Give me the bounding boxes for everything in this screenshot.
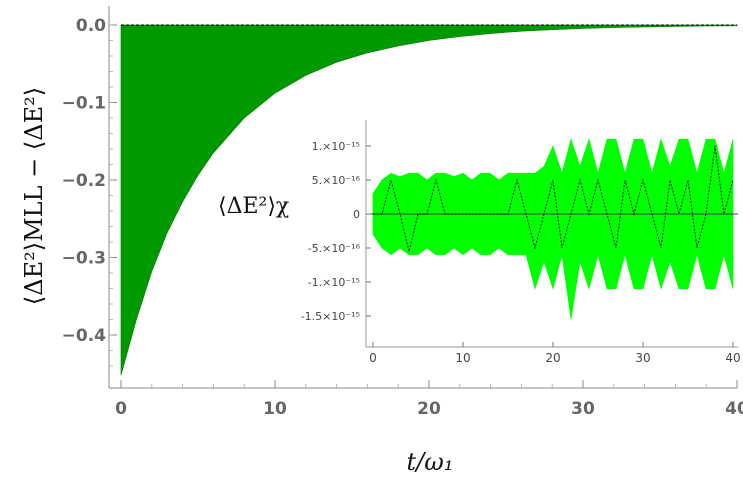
inset-x-tick-label: 10	[455, 351, 470, 365]
y-tick-label: −0.2	[62, 171, 106, 191]
x-tick-label: 20	[417, 399, 441, 419]
inset-y-tick-label: 0	[353, 208, 360, 221]
y-tick-label: −0.1	[62, 94, 106, 114]
inset-green-band	[372, 138, 734, 320]
main-area-series	[120, 24, 738, 376]
y-tick-label: −0.4	[62, 326, 107, 346]
y-axis-label: ⟨ΔE²⟩MLL − ⟨ΔE²⟩	[20, 87, 48, 305]
x-tick-label: 0	[115, 399, 127, 419]
x-tick-label: 10	[263, 399, 287, 419]
inset-black-series	[373, 145, 734, 252]
x-tick-label: 40	[725, 399, 743, 419]
inset-y-axis-label: ⟨ΔE²⟩χ	[218, 194, 289, 219]
inset-y-tick-label: 1.×10⁻¹⁵	[312, 140, 360, 153]
inset-x-tick-label: 0	[369, 351, 377, 365]
x-tick-label: 30	[571, 399, 595, 419]
y-tick-label: −0.3	[62, 249, 106, 269]
inset-y-tick-label: -1.×10⁻¹⁵	[308, 276, 360, 289]
inset-y-tick-label: -1.5×10⁻¹⁵	[301, 310, 360, 323]
inset-y-tick-label: 5.×10⁻¹⁶	[312, 174, 361, 187]
x-axis-label: t/ω₁	[407, 448, 454, 476]
inset-y-tick-label: -5.×10⁻¹⁶	[308, 242, 361, 255]
inset-x-tick-label: 30	[635, 351, 650, 365]
inset-x-tick-label: 20	[545, 351, 560, 365]
inset-x-tick-label: 40	[725, 351, 740, 365]
y-tick-label: 0.0	[76, 16, 106, 36]
